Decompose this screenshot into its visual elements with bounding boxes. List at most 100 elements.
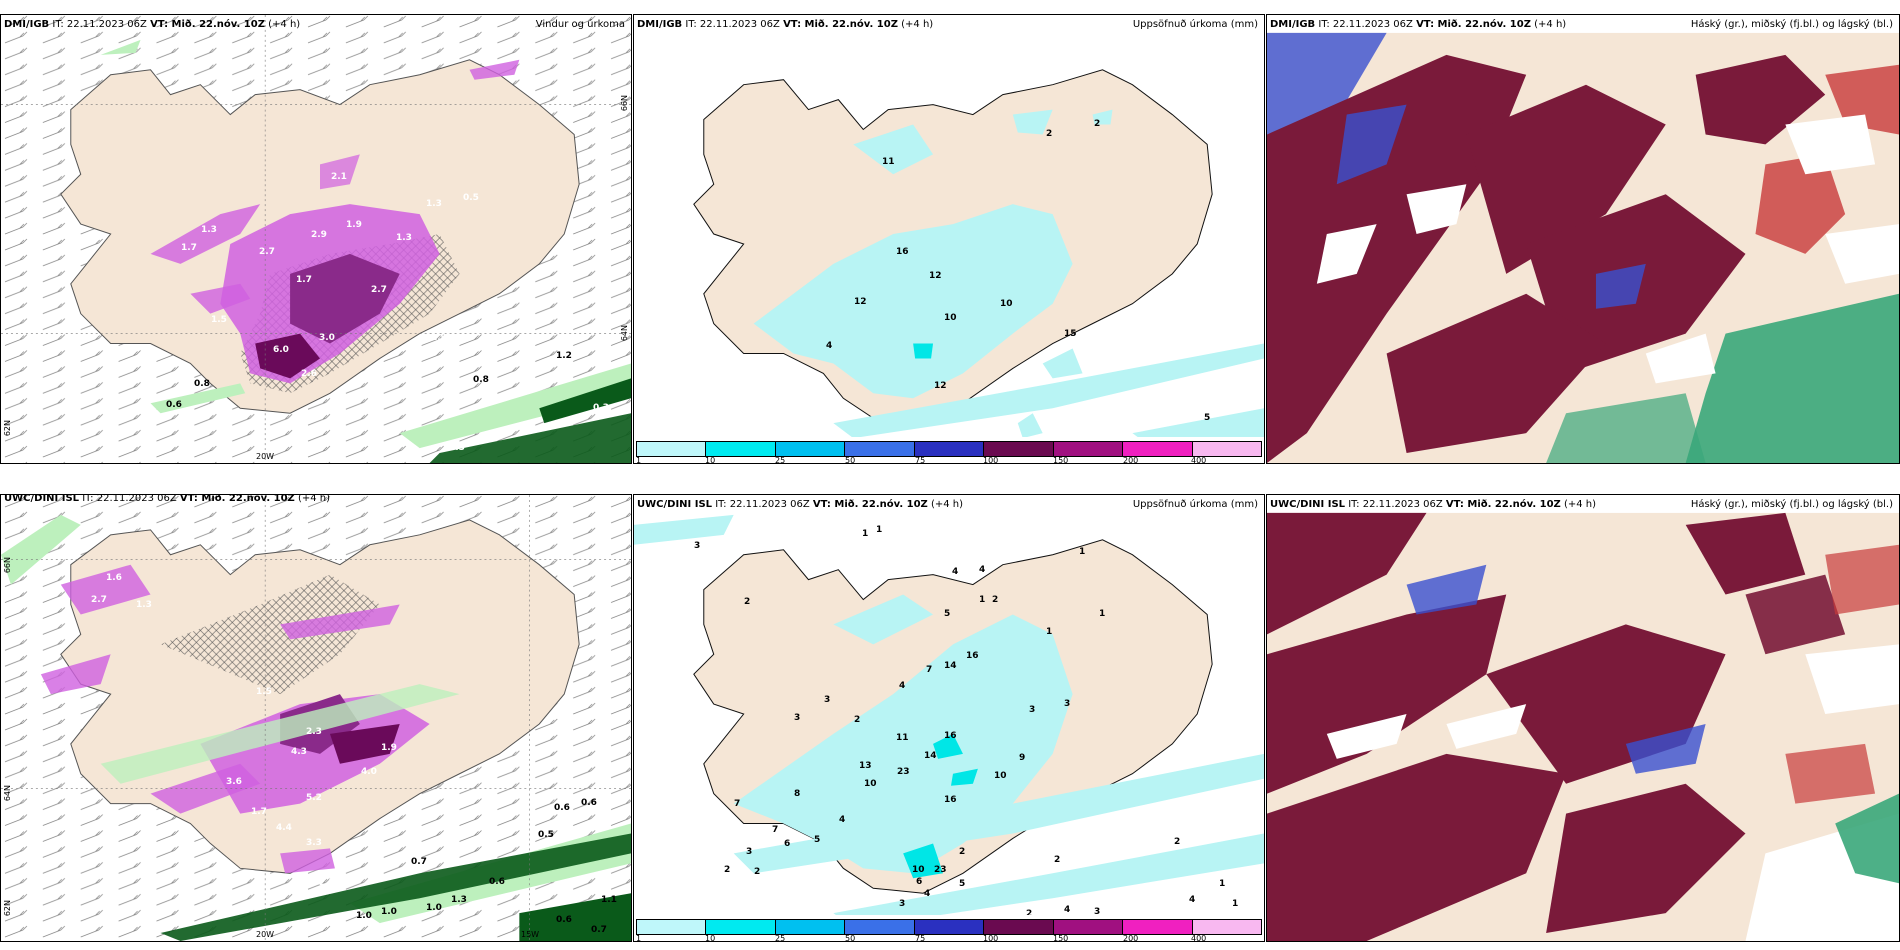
lat-label-bottom: 62N xyxy=(3,900,12,917)
precip-label: 1 xyxy=(1046,627,1053,637)
precip-label: 3 xyxy=(824,695,831,705)
precip-label: 12 xyxy=(934,381,947,391)
colorbar-label: 200 xyxy=(1123,934,1139,942)
panel-header-left: UWC/DINI ISL IT: 22.11.2023 06Z VT: Mið.… xyxy=(1270,499,1597,510)
precip-label: 4 xyxy=(899,681,906,691)
colorbar-label: 75 xyxy=(915,934,926,942)
colorbar-label: 1 xyxy=(636,934,642,942)
precip-label: 0.6 xyxy=(166,400,182,410)
precip-label: 7 xyxy=(926,665,933,675)
precip-label: 2.1 xyxy=(331,172,347,182)
precip-label: 1 xyxy=(1219,879,1226,889)
precip-label: 2 xyxy=(724,865,731,875)
precip-label: 5 xyxy=(944,609,951,619)
precip-label: 2 xyxy=(754,867,761,877)
precip-label: 4 xyxy=(1064,905,1071,915)
precip-label: 3 xyxy=(899,899,906,909)
precip-label: 15 xyxy=(1064,329,1077,339)
colorbar-seg xyxy=(706,442,776,456)
precip-label: 1.0 xyxy=(426,903,442,913)
precip-label: 3 xyxy=(746,847,753,857)
precip-label: 3.3 xyxy=(306,838,322,848)
map-wind-precip xyxy=(1,15,631,463)
precip-label: 5 xyxy=(1204,413,1211,423)
colorbar-seg xyxy=(637,442,707,456)
panel-header-left: UWC/DINI ISL IT: 22.11.2023 06Z VT: Mið.… xyxy=(4,494,331,504)
precip-label: 10 xyxy=(1000,299,1013,309)
precip-label: 4.4 xyxy=(276,823,292,833)
precip-label: 5.2 xyxy=(306,793,322,803)
precip-label: 16 xyxy=(944,731,957,741)
colorbar-seg xyxy=(1053,920,1124,934)
precip-label: 1 xyxy=(862,529,869,539)
precip-label: 12 xyxy=(929,271,942,281)
precip-label: 0.7 xyxy=(591,925,607,935)
colorbar-seg xyxy=(984,442,1054,456)
colorbar-label: 200 xyxy=(1123,456,1139,464)
precip-label: 10 xyxy=(912,865,925,875)
colorbar-label: 150 xyxy=(1053,456,1069,464)
precip-label: 2 xyxy=(959,847,966,857)
precip-label: 1.7 xyxy=(181,243,197,253)
precip-label: 1 xyxy=(1232,899,1239,909)
precip-label: 14 xyxy=(944,661,957,671)
colorbar-label: 50 xyxy=(845,934,856,942)
colorbar-label: 75 xyxy=(915,456,926,464)
precip-label: 9 xyxy=(1019,753,1026,763)
colorbar-label: 1 xyxy=(636,456,642,464)
precip-label: 4.3 xyxy=(291,747,307,757)
precip-label: 3 xyxy=(1094,907,1101,917)
lat-label-bottom: 62N xyxy=(3,420,12,437)
panel-header-right: Vindur og úrkoma xyxy=(535,19,625,30)
precip-label: 1.7 xyxy=(251,807,267,817)
panel-header-left: DMI/IGB IT: 22.11.2023 06Z VT: Mið. 22.n… xyxy=(1270,19,1567,30)
precip-label: 2 xyxy=(1174,837,1181,847)
precip-label: 10 xyxy=(994,771,1007,781)
precip-label: 0.6 xyxy=(556,915,572,925)
precip-label: 1.1 xyxy=(601,895,617,905)
colorbar-seg xyxy=(1053,442,1124,456)
precip-label: 3 xyxy=(694,541,701,551)
precip-label: 1 xyxy=(1099,609,1106,619)
precip-label: 2.7 xyxy=(91,595,107,605)
map-accum-precip xyxy=(693,69,1264,449)
colorbar-seg xyxy=(984,920,1054,934)
precip-label: 2 xyxy=(1094,119,1101,129)
precip-label: 2 xyxy=(854,715,861,725)
precip-label: 0.8 xyxy=(473,375,489,385)
precip-label: 6 xyxy=(916,877,923,887)
colorbar: 1 10 25 50 75 100 150 200 400 xyxy=(634,437,1264,463)
precip-label: 4 xyxy=(839,815,846,825)
panel-clouds-uwc: UWC/DINI ISL IT: 22.11.2023 06Z VT: Mið.… xyxy=(1266,494,1900,942)
precip-label: 1.3 xyxy=(201,225,217,235)
colorbar-seg xyxy=(637,920,707,934)
precip-label: 2 xyxy=(1046,129,1053,139)
precip-label: 2.6 xyxy=(301,369,317,379)
colorbar: 1 10 25 50 75 100 150 200 400 xyxy=(634,915,1264,941)
precip-label: 0.6 xyxy=(554,803,570,813)
colorbar-seg xyxy=(1192,442,1261,456)
precip-label: 2 xyxy=(1054,855,1061,865)
colorbar-row xyxy=(636,441,1262,457)
colorbar-label: 25 xyxy=(775,456,786,464)
panel-header-right: Háský (gr.), miðský (fj.bl.) og lágský (… xyxy=(1690,499,1893,510)
panel-accum-precip-uwc: UWC/DINI ISL IT: 22.11.2023 06Z VT: Mið.… xyxy=(633,494,1265,942)
lat-label-mid: 64N xyxy=(620,325,629,342)
precip-label: 2 xyxy=(992,595,999,605)
colorbar-seg xyxy=(845,920,915,934)
precip-label: 0.6 xyxy=(581,798,597,808)
precip-label: 1.2 xyxy=(556,351,572,361)
colorbar-label: 100 xyxy=(983,456,999,464)
precip-label: 8 xyxy=(794,789,801,799)
colorbar-label: 400 xyxy=(1191,456,1207,464)
precip-label: 1.5 xyxy=(211,315,227,325)
precip-label: 1.0 xyxy=(381,907,397,917)
panel-header-right: Uppsöfnuð úrkoma (mm) xyxy=(1132,499,1258,510)
map-clouds xyxy=(1267,512,1899,941)
precip-label: 0.3 xyxy=(449,443,465,453)
colorbar-seg xyxy=(1123,442,1193,456)
precip-label: 1.5 xyxy=(256,687,272,697)
precip-label: 5 xyxy=(814,835,821,845)
precip-label: 0.5 xyxy=(463,193,479,203)
precip-label: 11 xyxy=(896,733,909,743)
